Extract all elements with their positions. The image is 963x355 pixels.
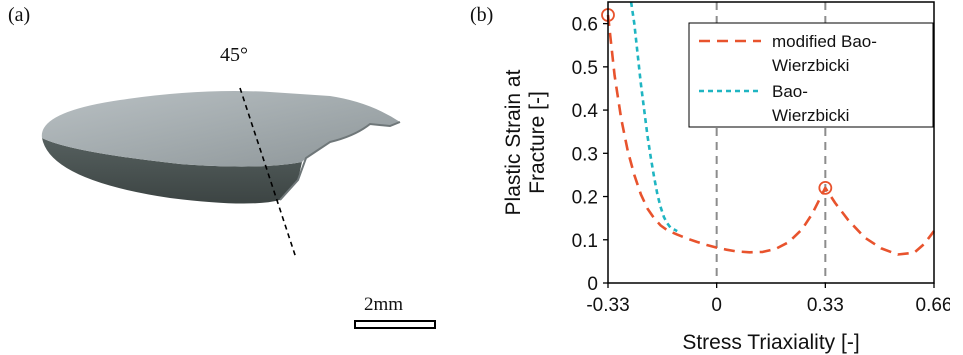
legend-label-1: Wierzbicki	[772, 106, 849, 125]
series-layer	[606, 1, 936, 256]
specimen-side	[42, 138, 302, 204]
legend-label-0: modified Bao-	[772, 32, 877, 51]
y-axis-title-line: Fracture [-]	[526, 91, 549, 194]
x-tick-label: -0.33	[586, 295, 629, 316]
y-tick-label: 0.1	[572, 231, 598, 252]
specimen-image	[41, 87, 401, 259]
y-axis-title-line: Plastic Strain at	[502, 69, 525, 215]
legend-box	[688, 22, 934, 128]
tick-layer: 00.10.20.30.40.50.6-0.33 0 0.33 0.66	[572, 15, 950, 316]
series-line-1	[629, 1, 678, 233]
scale-label: 2mm	[364, 294, 404, 315]
y-tick-label: 0	[587, 274, 598, 295]
y-tick-label: 0.5	[572, 58, 598, 79]
angle-line	[239, 87, 297, 259]
angle-label: 45°	[220, 44, 248, 66]
panel-label-b: (b)	[470, 4, 494, 26]
x-tick-label: 0	[711, 295, 722, 316]
y-tick-label: 0.6	[572, 15, 598, 36]
legend: modified Bao- Wierzbicki Bao- Wierzbicki	[688, 22, 934, 128]
x-tick-label: 0.66	[916, 295, 950, 316]
fracture-strain-chart: Plastic Strain at Fracture [-] 0 0.1 0.2 0.3…	[502, 1, 950, 354]
x-tick-label: 0.33	[807, 295, 844, 316]
scale-bar	[354, 320, 436, 329]
x-axis-title: Stress Triaxiality [-]	[682, 331, 859, 354]
panel-label-a: (a)	[8, 4, 31, 26]
y-axis-title: Plastic Strain at Fracture [-]	[502, 69, 549, 215]
y-tick-label: 0.4	[572, 101, 599, 122]
y-tick-label: 0.3	[572, 144, 598, 165]
legend-label-1: Bao-	[772, 82, 808, 101]
y-tick-label: 0.2	[572, 188, 598, 209]
specimen-top	[41, 91, 400, 167]
fracture-edge	[279, 121, 401, 201]
data-marker-1	[818, 180, 833, 195]
legend-label-0: Wierzbicki	[772, 56, 849, 75]
plot-frame	[607, 1, 935, 284]
series-line-0	[606, 14, 936, 256]
